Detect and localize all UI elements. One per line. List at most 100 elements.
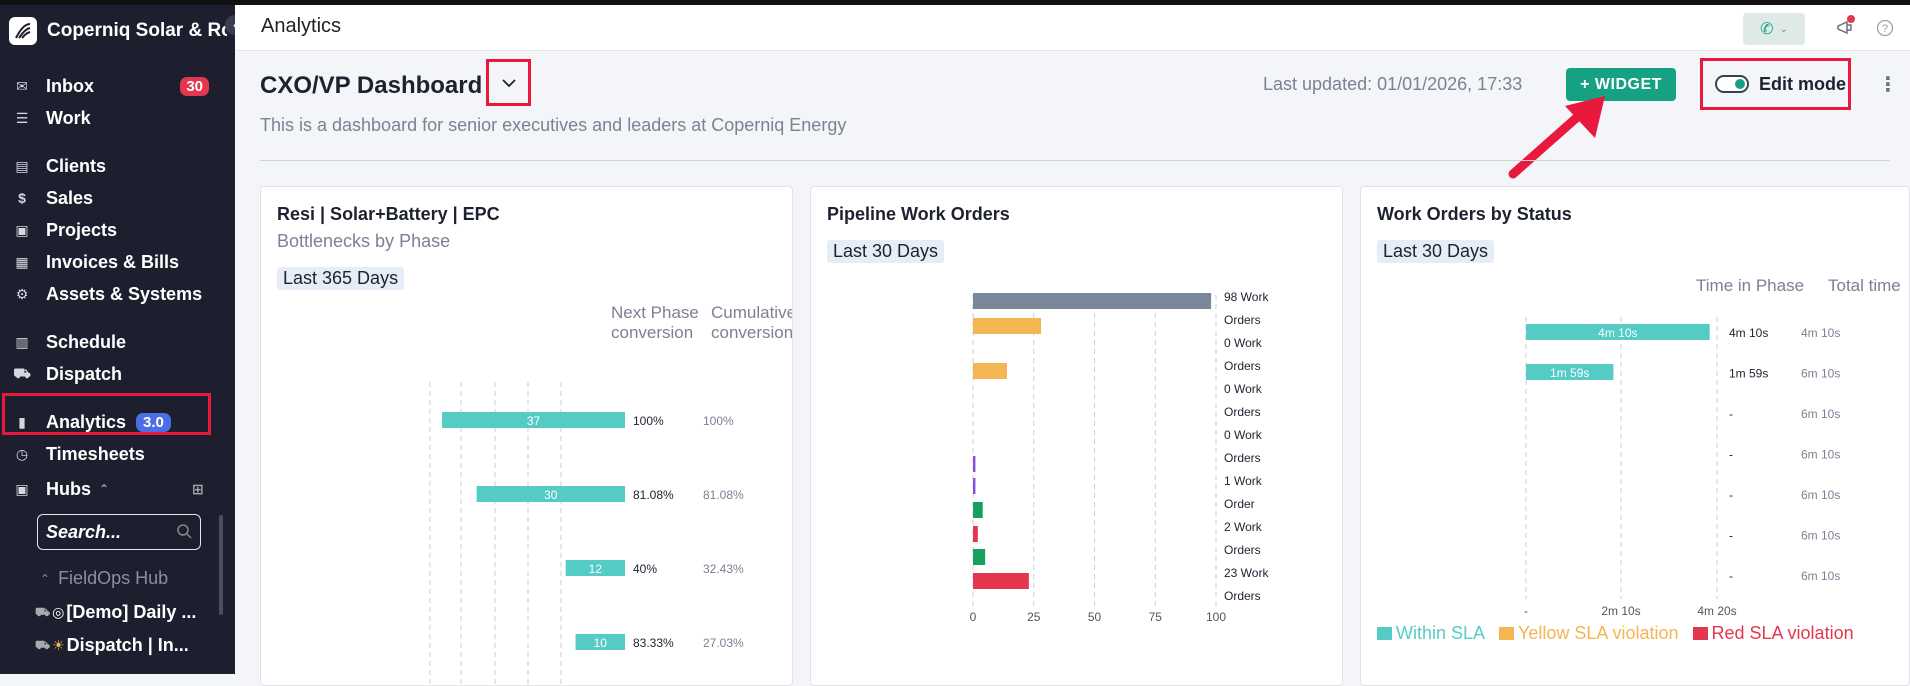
- coperniq-logo-icon: [9, 17, 37, 45]
- x-tick-label: 0: [970, 610, 977, 624]
- hub-item-daily[interactable]: ⛟ ◎ [Demo] Daily ...: [35, 602, 205, 623]
- widget-pipeline-work-orders[interactable]: Pipeline Work Orders Last 30 Days 0 25 50 7…: [810, 186, 1343, 686]
- bar-chart-icon: ▮: [18, 413, 26, 430]
- add-widget-button[interactable]: + WIDGET: [1566, 68, 1676, 101]
- count-badge: 30: [180, 76, 209, 96]
- pipeline-bar: [973, 293, 1212, 309]
- row-label: 2 Work: [1224, 520, 1263, 534]
- x-tick-label: 50: [1088, 610, 1102, 624]
- pipeline-bar: [973, 318, 1042, 334]
- sidebar-item-analytics[interactable]: ▮ Analytics 3.0: [14, 407, 214, 437]
- period-badge: Last 365 Days: [277, 267, 405, 290]
- annotation-arrow-icon: [1508, 96, 1605, 179]
- legend-yellow-sla: Yellow SLA violation: [1518, 623, 1679, 643]
- brand[interactable]: Coperniq Solar & Roofing: [9, 15, 235, 47]
- time-in-phase-label: 1m 59s: [1729, 367, 1768, 381]
- row-label: 0 Work: [1224, 428, 1263, 442]
- chevron-up-icon[interactable]: ⌃: [99, 482, 110, 496]
- bar-value-label: 10: [594, 636, 608, 650]
- total-time-label: 6m 10s: [1801, 529, 1840, 543]
- sidebar-item-work[interactable]: ☰ Work: [14, 103, 214, 133]
- sidebar-scrollbar[interactable]: [219, 515, 223, 615]
- main-content: CXO/VP Dashboard This is a dashboard for…: [235, 51, 1910, 686]
- time-in-phase-label: 4m 10s: [1729, 326, 1768, 340]
- total-time-label: 6m 10s: [1801, 367, 1840, 381]
- sidebar-item-assets-systems[interactable]: ⚙ Assets & Systems: [14, 279, 214, 309]
- period-badge: Last 30 Days: [827, 240, 945, 263]
- notification-dot: [1847, 15, 1855, 23]
- sidebar-item-sales[interactable]: $ Sales: [14, 183, 214, 213]
- column-header-time-in-phase: Time in Phase: [1696, 276, 1805, 295]
- funnel-bar: [476, 486, 625, 502]
- chevron-down-icon: [501, 78, 516, 87]
- widget-bottlenecks[interactable]: Resi | Solar+Battery | EPC Bottlenecks b…: [260, 186, 793, 686]
- column-header-total-time: Total time: [1828, 276, 1901, 295]
- time-in-phase-label: -: [1729, 569, 1733, 583]
- target-icon: ◎: [52, 604, 65, 620]
- announcements-icon[interactable]: [1834, 15, 1856, 39]
- cumulative-conversion-label: 100%: [703, 414, 734, 428]
- chart-legend: Within SLA Yellow SLA violation Red SLA …: [1377, 623, 1868, 644]
- hub-group-label: FieldOps Hub: [58, 568, 169, 588]
- pipeline-chart: 0 25 50 75 100 98 Work Orders 0 Work Orders 0 Wor…: [970, 290, 1270, 624]
- hub-item-dispatch[interactable]: ⛟ ☀ Dispatch | In...: [35, 635, 205, 656]
- page-title: Analytics: [261, 15, 342, 37]
- row-label: Orders: [1224, 359, 1261, 373]
- widget-title: Resi | Solar+Battery | EPC: [277, 204, 500, 224]
- sidebar-item-label: Assets & Systems: [46, 283, 203, 304]
- sidebar-item-label: Analytics: [46, 411, 127, 432]
- row-label: Orders: [1224, 543, 1261, 557]
- pipeline-bar: [973, 502, 983, 518]
- legend-swatch: [1377, 627, 1392, 640]
- row-label: 0 Work: [1224, 336, 1263, 350]
- widget-work-orders-status[interactable]: Work Orders by Status Last 30 Days Time …: [1360, 186, 1910, 686]
- hub-item-label: [Demo] Daily ...: [66, 602, 197, 622]
- edit-mode-toggle-group[interactable]: Edit mode: [1700, 58, 1851, 110]
- count-badge: 3.0: [136, 412, 171, 432]
- chevron-down-icon: ⌄: [1779, 23, 1788, 35]
- widget-title: Pipeline Work Orders: [827, 204, 1010, 224]
- hub-item-label: Dispatch | In...: [66, 635, 189, 655]
- bar-value-label: 37: [527, 414, 541, 428]
- cumulative-conversion-label: 81.08%: [703, 488, 744, 502]
- bar-value-label: 4m 10s: [1598, 326, 1637, 340]
- sidebar-item-schedule[interactable]: ▥ Schedule: [14, 327, 214, 357]
- dashboard-title[interactable]: CXO/VP Dashboard: [260, 72, 483, 99]
- top-edge: [0, 0, 1910, 5]
- x-tick-label: 25: [1027, 610, 1041, 624]
- total-time-label: 6m 10s: [1801, 488, 1840, 502]
- briefcase-icon: ▣: [15, 221, 29, 238]
- sidebar-item-timesheets[interactable]: ◷ Timesheets: [14, 439, 214, 469]
- widget-title: Work Orders by Status: [1377, 204, 1572, 224]
- new-folder-icon[interactable]: ⊞: [192, 480, 204, 497]
- sun-icon: ☀: [52, 637, 65, 653]
- hub-search-input[interactable]: Search...: [37, 514, 201, 550]
- top-header: Analytics ✆ ⌄ ?: [235, 5, 1910, 51]
- work-list-icon: ☰: [15, 109, 29, 126]
- hubs-header[interactable]: ▣ Hubs ⌃ ⊞: [14, 474, 214, 504]
- x-tick-label: 2m 10s: [1601, 604, 1640, 618]
- legend-swatch: [1692, 627, 1708, 640]
- analytics-highlight: [2, 393, 211, 435]
- legend-within-sla: Within SLA: [1396, 623, 1486, 643]
- sidebar-item-inbox[interactable]: ✉ Inbox 30: [14, 71, 214, 101]
- sidebar-item-invoices-bills[interactable]: ▦ Invoices & Bills: [14, 247, 214, 277]
- pipeline-bar: [973, 478, 976, 494]
- hub-group-fieldops[interactable]: ⌃ FieldOps Hub: [40, 568, 168, 589]
- help-icon[interactable]: ?: [1874, 17, 1896, 39]
- header-divider: [260, 160, 1890, 161]
- sidebar-item-dispatch[interactable]: ⛟ Dispatch: [13, 359, 214, 389]
- sidebar-item-clients[interactable]: ▤ Clients: [14, 151, 214, 181]
- edit-mode-toggle[interactable]: [1715, 75, 1749, 93]
- truck-icon: ⛟: [13, 364, 31, 381]
- bar-value-label: 1m 59s: [1550, 366, 1589, 380]
- phone-button[interactable]: ✆ ⌄: [1743, 13, 1805, 45]
- dashboard-selector-dropdown[interactable]: [486, 59, 531, 106]
- sidebar-item-projects[interactable]: ▣ Projects: [14, 215, 214, 245]
- row-label: Orders: [1224, 451, 1261, 465]
- legend-red-sla: Red SLA violation: [1711, 623, 1854, 643]
- column-header-next: Next Phase conversion: [611, 303, 699, 342]
- more-options-icon[interactable]: ⋮: [1878, 74, 1898, 96]
- status-chart: - 2m 10s 4m 20s 4m 10s 1m 59s 4m 10s 1m 59s - - -…: [1524, 317, 1840, 618]
- svg-text:?: ?: [1882, 23, 1888, 35]
